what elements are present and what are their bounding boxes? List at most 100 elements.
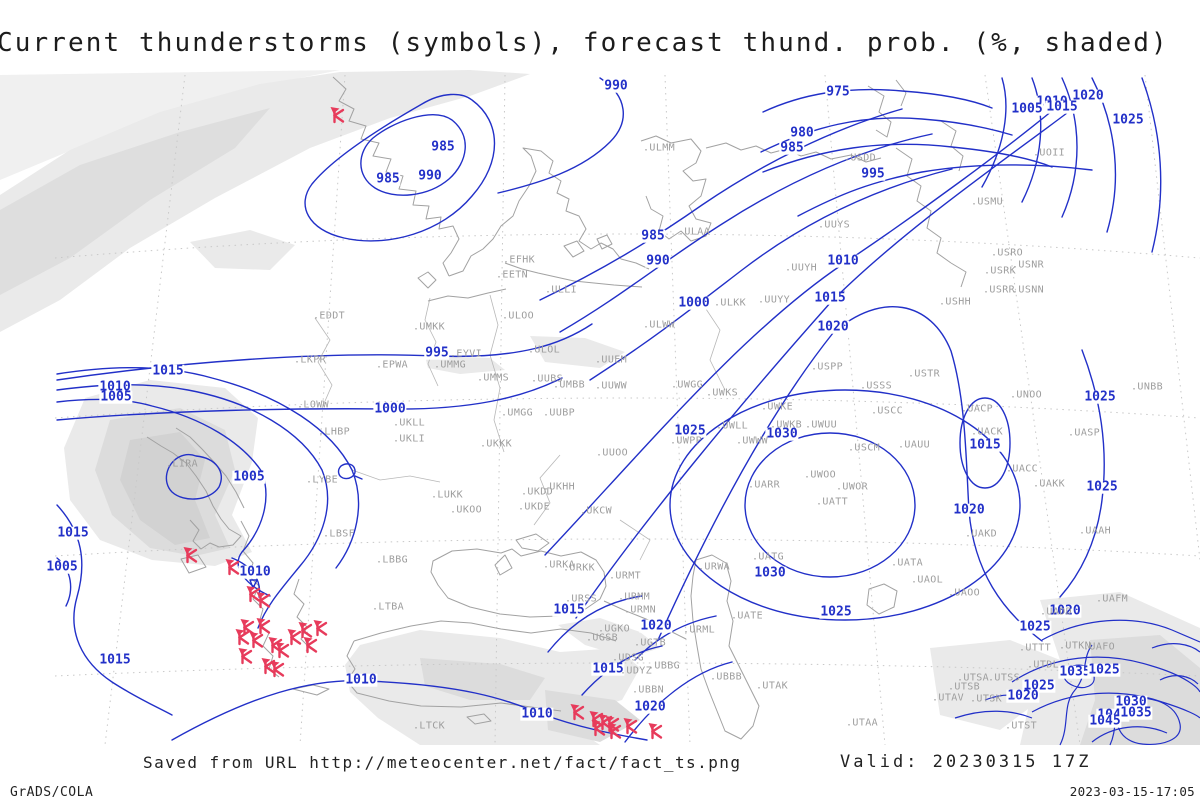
isobar-label: 985	[430, 139, 456, 155]
station-label: .EYVI	[450, 348, 483, 360]
station-label: .URKA	[543, 559, 576, 571]
station-label: .UWOO	[804, 469, 837, 481]
station-label: .EPWA	[376, 359, 409, 371]
station-label: .USRO	[991, 247, 1024, 259]
station-label: .UAFM	[1096, 593, 1129, 605]
station-label: .UWLL	[716, 420, 749, 432]
station-label: .URMT	[609, 570, 642, 582]
isobar-label: 1020	[816, 319, 850, 335]
station-label: .USNR	[1012, 259, 1045, 271]
station-label: .UTAK	[756, 680, 789, 692]
station-label: .USRK	[984, 265, 1017, 277]
isobar-label: 1015	[552, 602, 586, 618]
isobar-label: 1010	[98, 379, 132, 395]
station-label: .USSS	[860, 380, 893, 392]
station-label: .UBBG	[648, 660, 681, 672]
station-label: .USTR	[908, 368, 941, 380]
station-label: .UAOO	[948, 587, 981, 599]
station-label: .LYBE	[306, 474, 339, 486]
isobar-label: 1020	[1006, 688, 1040, 704]
station-label: .EFHK	[503, 254, 536, 266]
isobar-label: 1025	[673, 423, 707, 439]
isobar-label: 1025	[819, 604, 853, 620]
station-label: .URMM	[618, 591, 651, 603]
station-label: .ULWW	[643, 319, 676, 331]
isobar-label: 975	[825, 84, 851, 100]
isobar-label: 1020	[639, 618, 673, 634]
isobar-label: 1025	[1087, 662, 1121, 678]
station-label: .ULKK	[714, 297, 747, 309]
station-label: .UASP	[1068, 427, 1101, 439]
station-label: .UWPP	[670, 435, 703, 447]
isobar-label: 1015	[591, 661, 625, 677]
valid-time-caption: Valid: 20230315 17Z	[840, 752, 1092, 772]
station-label: .UUBP	[543, 407, 576, 419]
station-label: .UATG	[752, 551, 785, 563]
isobar-label: 1030	[1114, 694, 1148, 710]
isobar-label: 1030	[753, 565, 787, 581]
station-label: .UAAH	[1079, 525, 1112, 537]
isobar-label: 1035	[1058, 664, 1092, 680]
station-label: .UATA	[891, 557, 924, 569]
station-label: .LHBP	[318, 426, 351, 438]
isobar-label: 1025	[1111, 112, 1145, 128]
station-label: .USMU	[971, 196, 1004, 208]
isobar-label: 980	[789, 125, 815, 141]
isobar-label: 1045	[1088, 713, 1122, 729]
station-label: .UACK	[971, 426, 1004, 438]
station-label: .UTSS	[988, 672, 1021, 684]
station-label: .LUKK	[431, 489, 464, 501]
station-label: .UTSK	[970, 693, 1003, 705]
map-title: Current thunderstorms (symbols), forecas…	[0, 28, 1169, 58]
isobar-label: 1015	[1045, 99, 1079, 115]
isobar-label: 1005	[99, 389, 133, 405]
isobar-label: 1015	[151, 363, 185, 379]
station-label: .UGSB	[586, 632, 619, 644]
isobar-label: 1035	[1119, 705, 1153, 721]
isobar-label: 1010	[238, 564, 272, 580]
station-label: .LBBG	[376, 554, 409, 566]
station-label: .ULMM	[643, 142, 676, 154]
station-label: .UDYZ	[620, 665, 653, 677]
station-label: .LKPR	[294, 354, 327, 366]
station-label: .UTKN	[1059, 640, 1092, 652]
station-label: .UUYH	[785, 262, 818, 274]
station-label: .UAOL	[911, 574, 944, 586]
station-label: .UADD	[1040, 606, 1073, 618]
station-label: .UTDL	[1027, 659, 1060, 671]
isobar-label: 985	[779, 140, 805, 156]
isobar-label: 985	[375, 171, 401, 187]
station-label: .ULAA	[678, 226, 711, 238]
isobar-label: 1020	[1071, 88, 1105, 104]
station-label: .UUBS	[531, 373, 564, 385]
station-label: .UGKO	[598, 623, 631, 635]
station-label: .EETN	[496, 269, 529, 281]
station-label: .UUYY	[758, 294, 791, 306]
station-label: .UUWW	[595, 380, 628, 392]
station-label: .UUYS	[818, 219, 851, 231]
isobar-label: 1025	[1083, 389, 1117, 405]
isobar-label: 1015	[98, 652, 132, 668]
station-label: .UATT	[816, 496, 849, 508]
station-label: .LOWW	[297, 399, 330, 411]
station-label: .UBBN	[632, 684, 665, 696]
isobars-layer	[56, 77, 1162, 743]
station-label: .UMMG	[434, 359, 467, 371]
station-label: .LIRA	[166, 458, 199, 470]
isobar-label: 1020	[633, 699, 667, 715]
station-label: .UWKS	[706, 387, 739, 399]
grads-cola-credit: GrADS/COLA	[10, 785, 94, 800]
station-label: .LTCK	[413, 720, 446, 732]
saved-from-url-caption: Saved from URL http://meteocenter.net/fa…	[143, 753, 742, 772]
isobar-label: 1025	[1018, 619, 1052, 635]
station-label: .USPP	[811, 361, 844, 373]
isobar-label: 990	[645, 253, 671, 269]
isobar-label: 1005	[232, 469, 266, 485]
station-label: .UTTT	[1019, 642, 1052, 654]
station-label: .UAKK	[1033, 478, 1066, 490]
station-label: .USCC	[871, 405, 904, 417]
station-label: .UKHH	[543, 481, 576, 493]
isobar-label: 1025	[1022, 678, 1056, 694]
station-label: .UUOO	[596, 447, 629, 459]
